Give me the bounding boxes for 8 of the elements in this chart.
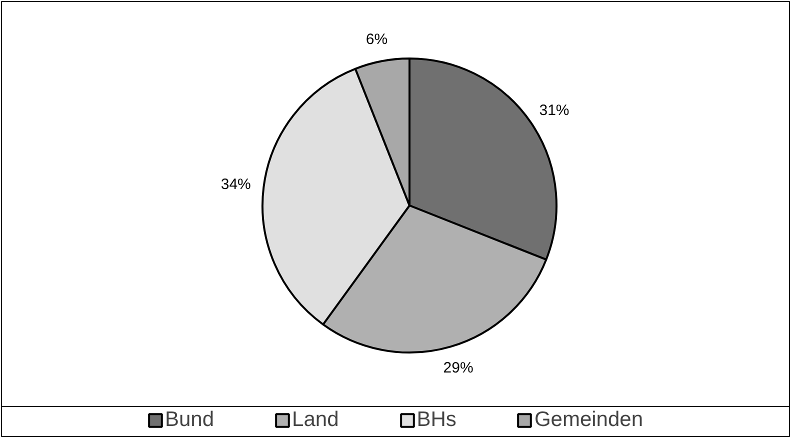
data-label: 6% xyxy=(366,30,388,48)
legend-label: BHs xyxy=(416,408,456,432)
legend-label: Bund xyxy=(164,408,214,432)
legend-label: Land xyxy=(292,408,339,432)
data-label: 29% xyxy=(443,359,474,376)
legend-label: Gemeinden xyxy=(534,408,644,432)
data-label: 31% xyxy=(539,102,570,120)
data-label: 34% xyxy=(220,176,251,193)
